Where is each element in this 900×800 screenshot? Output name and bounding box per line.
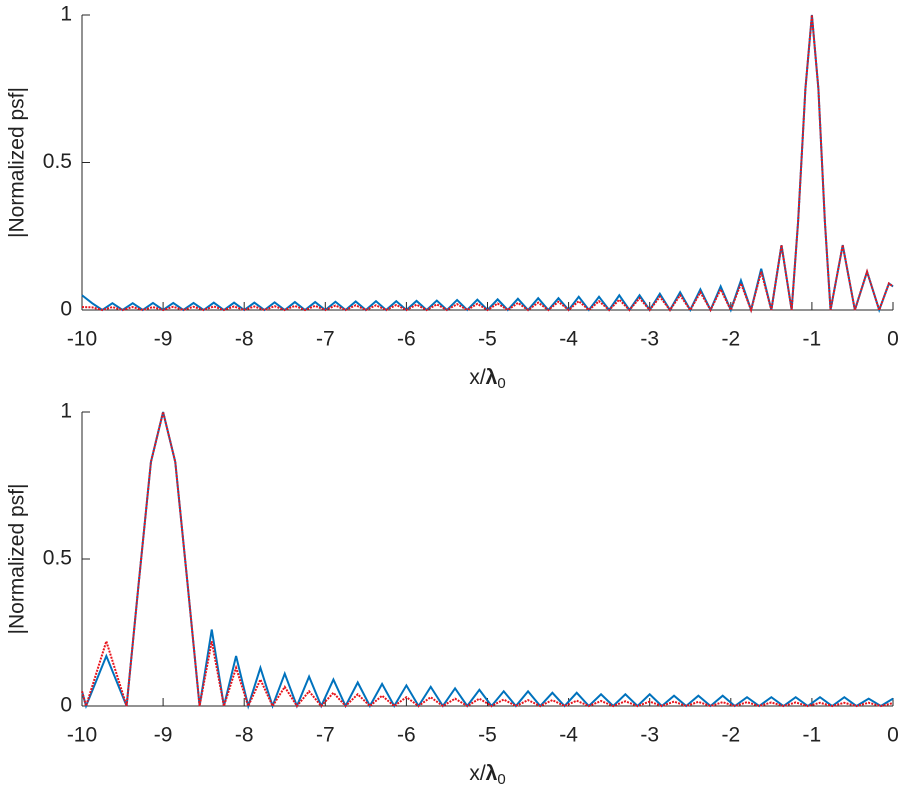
x-tick-label: 0 <box>887 724 899 747</box>
x-tick-label: -10 <box>67 328 97 351</box>
x-label-subscript: 0 <box>497 375 505 392</box>
x-tick-label: -3 <box>640 724 659 747</box>
x-label-symbol: λ <box>486 762 498 785</box>
x-tick-label: -2 <box>721 724 740 747</box>
x-tick-label: -10 <box>67 724 97 747</box>
y-axis-label: |Normalized psf| <box>6 87 29 238</box>
x-tick-label: -2 <box>721 328 740 351</box>
x-tick-label: -4 <box>559 328 578 351</box>
x-label-part: x/ <box>469 366 486 389</box>
x-tick-label: -5 <box>478 328 497 351</box>
line-series <box>81 411 894 710</box>
x-tick-label: -7 <box>316 328 335 351</box>
x-tick-label: -5 <box>478 724 497 747</box>
y-tick-label: 1 <box>60 3 72 26</box>
x-tick-label: -6 <box>397 328 416 351</box>
y-tick-label: 0 <box>60 694 72 717</box>
x-tick-label: -8 <box>235 328 254 351</box>
x-tick-label: -7 <box>316 724 335 747</box>
line-series <box>81 14 894 314</box>
x-tick-label: -4 <box>559 724 578 747</box>
x-label-subscript: 0 <box>497 771 505 788</box>
y-tick-label: 1 <box>60 400 72 423</box>
y-tick-label: 0 <box>60 298 72 321</box>
x-tick-label: -3 <box>640 328 659 351</box>
x-label-part: x/ <box>469 762 486 785</box>
line-series <box>81 411 894 710</box>
x-tick-label: -9 <box>154 724 173 747</box>
x-axis-label: x/λ0 <box>469 762 505 788</box>
x-tick-label: -9 <box>154 328 173 351</box>
y-tick-label: 0.5 <box>43 547 72 570</box>
x-tick-label: 0 <box>887 328 899 351</box>
x-label-symbol: λ <box>486 366 498 389</box>
line-series <box>81 14 894 314</box>
x-tick-label: -8 <box>235 724 254 747</box>
y-tick-label: 0.5 <box>43 150 72 173</box>
x-tick-label: -1 <box>803 328 822 351</box>
x-axis-label: x/λ0 <box>469 366 505 392</box>
x-tick-label: -6 <box>397 724 416 747</box>
x-tick-label: -1 <box>803 724 822 747</box>
y-axis-label: |Normalized psf| <box>6 484 29 635</box>
